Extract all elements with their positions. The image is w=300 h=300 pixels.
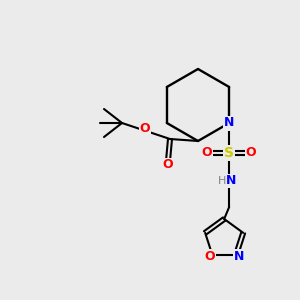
Text: H: H [218,176,226,186]
Text: N: N [226,175,236,188]
Text: S: S [224,146,234,160]
Text: O: O [204,250,215,263]
Text: O: O [163,158,173,172]
Text: O: O [140,122,150,136]
Text: O: O [246,146,256,160]
Text: N: N [234,250,244,263]
Text: N: N [224,116,234,130]
Text: O: O [202,146,212,160]
